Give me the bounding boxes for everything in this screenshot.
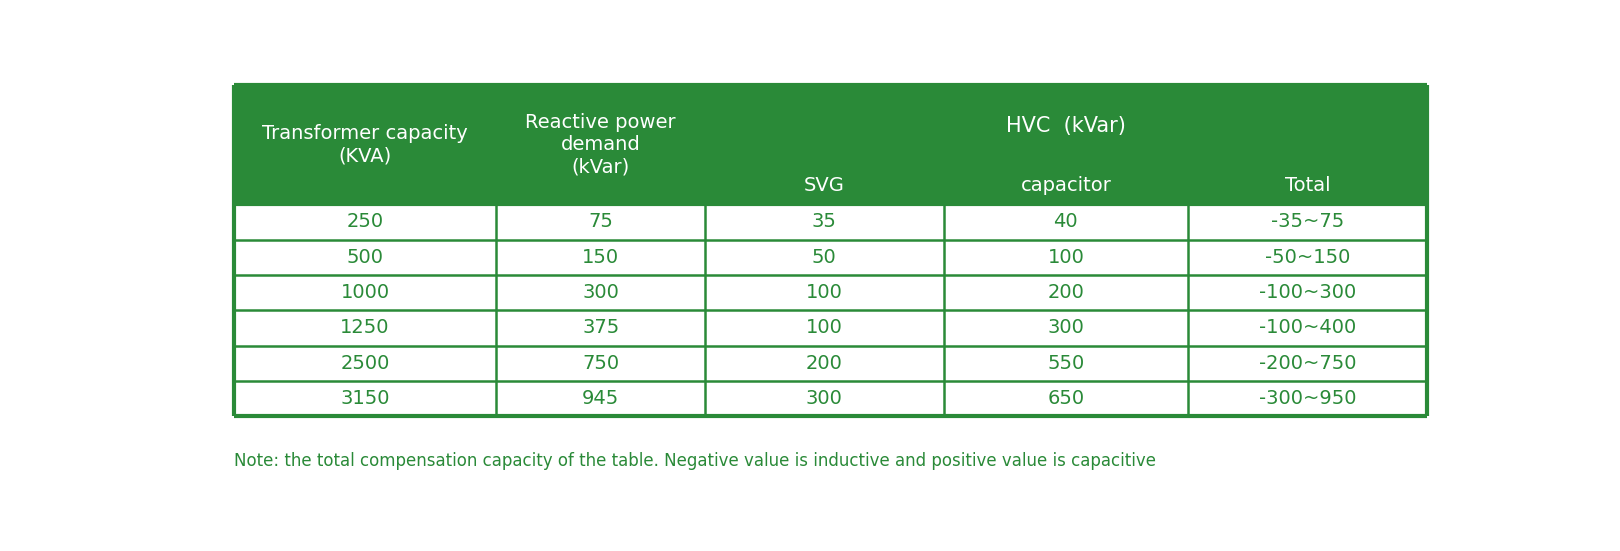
Text: Note: the total compensation capacity of the table. Negative value is inductive : Note: the total compensation capacity of… — [233, 452, 1157, 469]
Text: -100~300: -100~300 — [1259, 283, 1356, 302]
Text: 3150: 3150 — [340, 389, 390, 408]
Text: 1250: 1250 — [340, 318, 390, 337]
Bar — [233, 85, 1427, 204]
Text: 500: 500 — [347, 248, 384, 267]
Text: 945: 945 — [582, 389, 619, 408]
Text: 750: 750 — [582, 354, 619, 372]
Text: 50: 50 — [812, 248, 836, 267]
Text: -200~750: -200~750 — [1259, 354, 1356, 372]
Text: Transformer capacity
(KVA): Transformer capacity (KVA) — [262, 125, 468, 165]
Bar — [233, 381, 1427, 416]
Text: -35~75: -35~75 — [1270, 213, 1345, 231]
Text: Reactive power
demand
(kVar): Reactive power demand (kVar) — [525, 114, 676, 176]
Text: 550: 550 — [1047, 354, 1084, 372]
Text: 40: 40 — [1053, 213, 1079, 231]
Text: Total: Total — [1285, 176, 1330, 195]
Text: -300~950: -300~950 — [1259, 389, 1356, 408]
Text: 100: 100 — [805, 283, 842, 302]
Text: 2500: 2500 — [340, 354, 390, 372]
Text: -50~150: -50~150 — [1265, 248, 1349, 267]
Bar — [233, 345, 1427, 381]
Bar — [233, 240, 1427, 275]
Text: 300: 300 — [582, 283, 619, 302]
Text: 650: 650 — [1047, 389, 1084, 408]
Text: 375: 375 — [582, 318, 619, 337]
Text: 250: 250 — [347, 213, 384, 231]
Text: SVG: SVG — [804, 176, 844, 195]
Text: 100: 100 — [1048, 248, 1084, 267]
Text: 300: 300 — [805, 389, 842, 408]
Text: 200: 200 — [805, 354, 842, 372]
Text: 300: 300 — [1048, 318, 1084, 337]
Text: -100~400: -100~400 — [1259, 318, 1356, 337]
Text: capacitor: capacitor — [1021, 176, 1111, 195]
Text: 100: 100 — [805, 318, 842, 337]
Text: 35: 35 — [812, 213, 836, 231]
Text: 75: 75 — [588, 213, 612, 231]
Text: HVC  (kVar): HVC (kVar) — [1006, 116, 1126, 136]
Text: 150: 150 — [582, 248, 619, 267]
Bar — [233, 310, 1427, 345]
Text: 200: 200 — [1048, 283, 1084, 302]
Bar — [233, 204, 1427, 240]
Bar — [233, 275, 1427, 310]
Text: 1000: 1000 — [340, 283, 390, 302]
